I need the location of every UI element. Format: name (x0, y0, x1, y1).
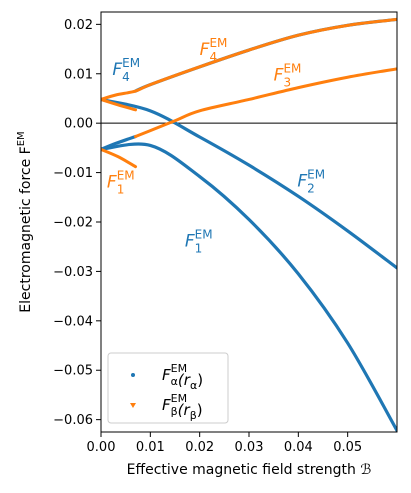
series-line-f2-beta (101, 97, 138, 112)
series-line-f1-alpha (101, 142, 397, 432)
x-tick-label: 0.01 (136, 440, 165, 455)
series-line-f4-beta (101, 17, 397, 101)
x-tick-label: 0.04 (284, 440, 313, 455)
x-tick-label: 0.05 (333, 440, 362, 455)
y-tick-label: −0.02 (53, 216, 93, 231)
series-line-f1-beta (101, 147, 138, 169)
legend-marker-beta (130, 403, 136, 408)
y-axis-title: Electromagnetic force FEM (16, 131, 34, 312)
x-tick-label: 0.03 (235, 440, 264, 455)
series-annotation-f1-beta: FEM 1 (107, 168, 135, 196)
x-tick-label: 0.02 (185, 440, 214, 455)
y-tick-label: 0.01 (64, 67, 93, 82)
y-axis-title-main: Electromagnetic force F (18, 146, 34, 312)
y-tick-label: 0.02 (64, 18, 93, 33)
y-axis-title-sup: EM (16, 131, 27, 146)
series-annotation-f4-alpha: FEM 4 (112, 56, 140, 84)
y-tick-label: −0.01 (53, 166, 93, 181)
legend-label-alpha: FEM α(rα) (162, 362, 203, 392)
legend: FEM α(rα)FEM β(rβ) (107, 352, 229, 424)
y-tick-label: −0.06 (53, 413, 93, 428)
y-tick-label: −0.04 (53, 314, 93, 329)
series-annotation-f2-alpha: FEM 2 (297, 167, 325, 195)
ticks-layer: 0.00 0.01 0.02 0.03 0.04 0.05 −0.06 −0.05 −0.04 −… (53, 18, 362, 455)
x-axis-title: Effective magnetic field strength ℬ (127, 462, 372, 478)
y-tick-label: −0.03 (53, 265, 93, 280)
series-annotation-f1-alpha: FEM 1 (185, 228, 213, 256)
series-annotation-f4-beta: FEM 4 (200, 36, 228, 64)
y-tick-label: 0.00 (64, 117, 93, 132)
legend-marker-alpha (131, 373, 135, 377)
y-tick-label: −0.05 (53, 364, 93, 379)
legend-label-beta: FEM β(rβ) (162, 392, 203, 422)
series-line-f2-alpha (101, 97, 397, 270)
series-annotation-f3-beta: FEM 3 (274, 62, 302, 90)
series-layer (101, 17, 397, 432)
series-line-f3-alpha (101, 134, 138, 151)
annotation-layer: FEM 4 FEM 4 FEM 3 FEM 1 FEM 2 FEM 1 (107, 36, 325, 256)
legend-box (107, 352, 229, 424)
x-tick-label: 0.00 (87, 440, 116, 455)
series-line-f3-beta (134, 67, 397, 139)
